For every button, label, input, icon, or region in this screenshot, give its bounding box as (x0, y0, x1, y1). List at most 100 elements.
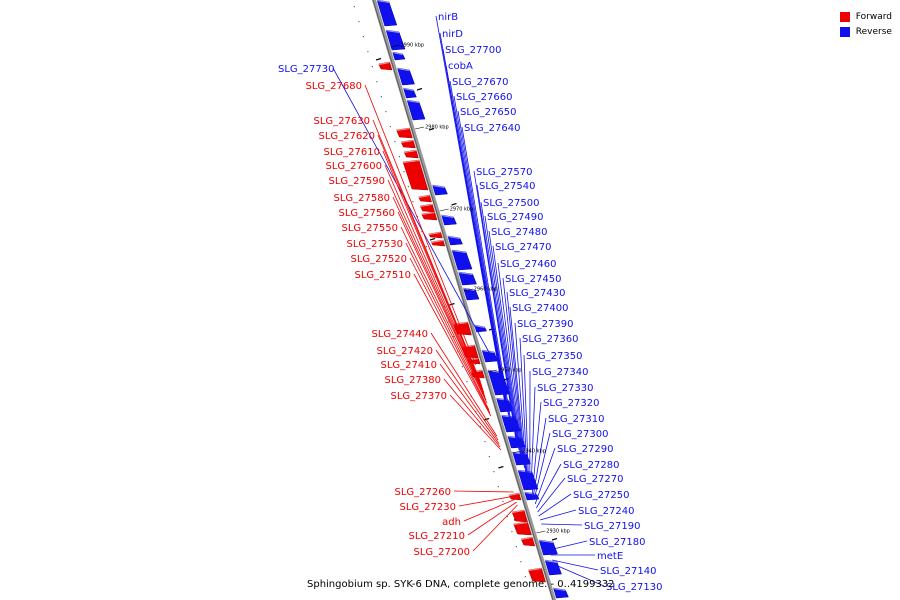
track-dot (475, 411, 477, 413)
reverse-gene-label: nirD (442, 29, 463, 40)
forward-leader-line (364, 84, 476, 366)
reverse-gene-label: SLG_27470 (495, 242, 551, 253)
reverse-gene-label: SLG_27190 (584, 521, 640, 532)
track-dot (493, 471, 495, 473)
reverse-leader-line (453, 95, 509, 416)
forward-gene-label: SLG_27580 (334, 193, 390, 204)
gene-block-highlight (420, 204, 433, 207)
forward-leader-line (439, 363, 500, 445)
legend-swatch-forward (839, 11, 850, 22)
gene-block-highlight (378, 62, 390, 65)
reverse-gene-label: SLG_27360 (522, 334, 578, 345)
reverse-gene-label: SLG_27670 (452, 77, 508, 88)
forward-leader-line (443, 378, 501, 448)
reverse-gene-label: SLG_27400 (512, 303, 568, 314)
track-dot (412, 201, 414, 203)
reverse-leader-line (492, 245, 522, 459)
reverse-leader-line (541, 523, 583, 526)
inner-track-dots (353, 6, 526, 578)
reverse-gene-label: SLG_27310 (548, 414, 604, 425)
position-tick (512, 450, 522, 454)
genome-caption: Sphingobium sp. SYK-6 DNA, complete geno… (307, 579, 615, 590)
backbone-edge (372, 0, 554, 600)
reverse-gene-label: SLG_27460 (500, 259, 556, 270)
tick-mark (449, 302, 455, 306)
track-dot (524, 576, 526, 578)
track-dot (353, 6, 355, 8)
forward-gene-label: SLG_27680 (306, 81, 362, 92)
position-label: 2960 kbp (474, 287, 498, 293)
forward-gene-label: SLG_27210 (409, 531, 465, 542)
forward-gene-label: SLG_27510 (355, 270, 411, 281)
reverse-leader-line (476, 184, 517, 443)
forward-leader-line (400, 226, 488, 404)
forward-gene-label: SLG_27520 (351, 254, 407, 265)
gene-block-highlight (513, 522, 528, 525)
label-leaders (332, 15, 605, 587)
gene-block-highlight (474, 325, 485, 328)
forward-leader-line (453, 490, 514, 493)
track-dot (398, 156, 400, 158)
gene-block-highlight (406, 100, 420, 103)
position-label: 2950 kbp (498, 368, 522, 374)
track-dot (497, 486, 499, 488)
forward-gene-label: SLG_27370 (391, 391, 447, 402)
legend-item-forward: Forward (839, 9, 892, 24)
reverse-leader-line (519, 337, 528, 479)
gene-block-highlight (396, 128, 410, 131)
reverse-gene-label: nirB (438, 12, 458, 23)
forward-gene-label: SLG_27440 (372, 329, 428, 340)
gene-block-highlight (428, 232, 441, 235)
genome-backbone (371, 0, 557, 600)
gene-labels: nirB nirD SLG_27700 cobA SLG_27670 SLG_27660 S… (278, 12, 662, 593)
position-tick (487, 369, 498, 373)
legend-label-forward: Forward (855, 11, 892, 22)
track-dot (358, 21, 360, 23)
forward-leader-line (372, 119, 481, 383)
gene-block-highlight (421, 212, 435, 215)
reverse-leader-line (548, 540, 588, 551)
reverse-gene-label: SLG_27320 (543, 398, 599, 409)
tick-labels: 2990 kbp 2980 kbp 2970 kbp 2960 kbp 2950 kbp… (390, 43, 570, 535)
reverse-leader-line (449, 80, 508, 413)
gene-block-highlight (544, 560, 558, 563)
gene-block-highlight (392, 52, 403, 55)
track-dot (394, 141, 396, 143)
track-dot (425, 246, 427, 248)
forward-gene-label: SLG_27410 (381, 360, 437, 371)
reverse-gene-label: SLG_27500 (483, 198, 539, 209)
reverse-leader-line (461, 126, 512, 426)
gene-block-highlight (385, 30, 400, 33)
reverse-leader-line (506, 291, 525, 469)
tick-mark (428, 127, 435, 131)
reverse-leader-line (523, 354, 529, 483)
reverse-leader-line (502, 277, 524, 466)
reverse-gene-label: SLG_27390 (517, 319, 573, 330)
gene-block-highlight (528, 568, 542, 571)
reverse-gene-label: SLG_27540 (479, 181, 535, 192)
reverse-gene-label: SLG_27570 (476, 167, 532, 178)
legend-label-reverse: Reverse (855, 26, 892, 37)
forward-gene-label: SLG_27630 (314, 116, 370, 127)
forward-leader-line (384, 164, 484, 393)
forward-gene-label: SLG_27590 (329, 176, 385, 187)
track-dot (520, 561, 522, 563)
reverse-gene-label: cobA (448, 61, 473, 72)
gene-block-highlight (481, 350, 495, 353)
reverse-gene-label: SLG_27270 (567, 474, 623, 485)
forward-gene-label: SLG_27260 (395, 487, 451, 498)
gene-block-highlight (402, 160, 420, 163)
track-dot (461, 366, 463, 368)
forward-leader-line (382, 150, 484, 390)
legend: Forward Reverse (839, 9, 892, 39)
forward-leader-line (458, 495, 515, 507)
reverse-gene-label: SLG_27340 (532, 367, 588, 378)
forward-gene-label: SLG_27550 (342, 223, 398, 234)
reverse-leader-line (531, 401, 542, 495)
reverse-leader-line (534, 447, 556, 505)
reverse-gene-label: SLG_27300 (552, 429, 608, 440)
reverse-gene-label: SLG_27240 (578, 506, 634, 517)
reverse-leader-line (537, 477, 566, 513)
track-dot (488, 456, 490, 458)
